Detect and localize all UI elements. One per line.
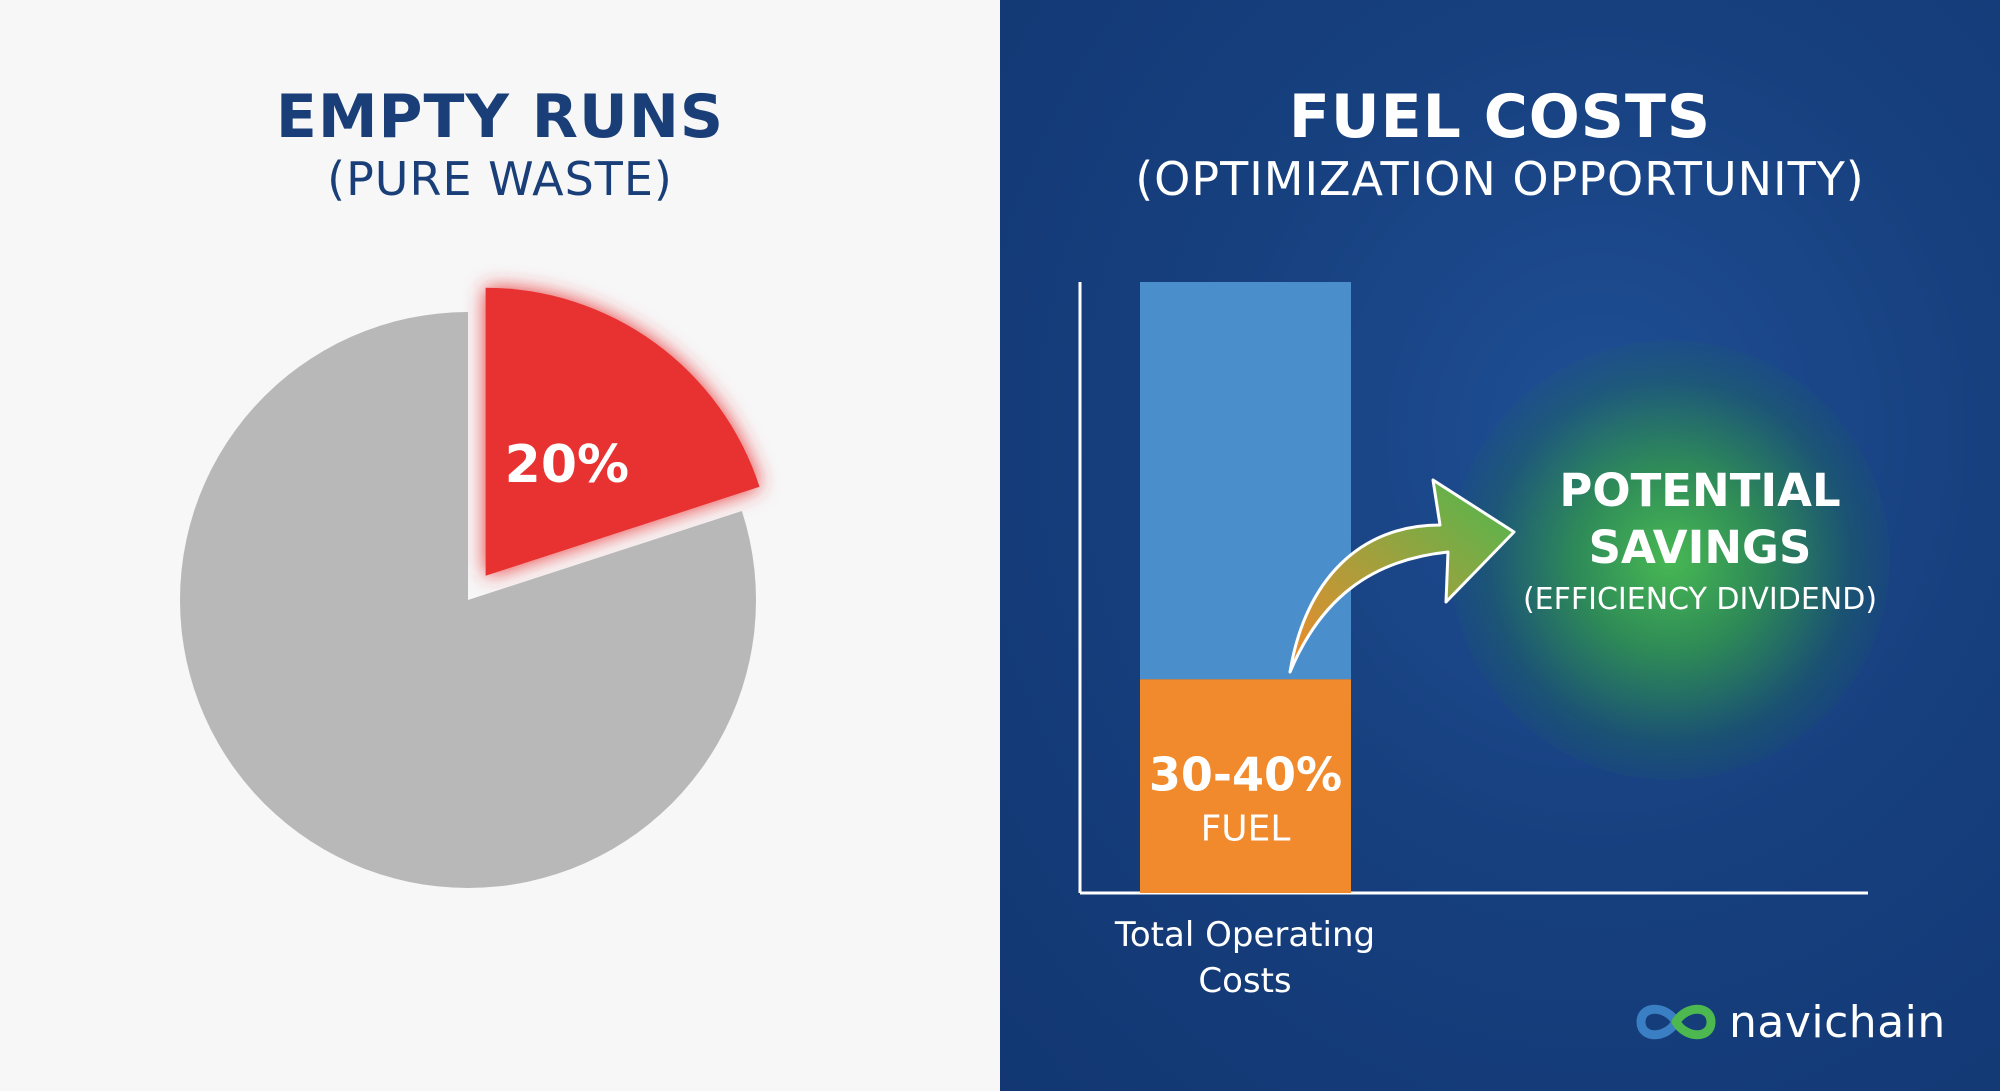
- bar-chart-title: FUEL COSTS: [1288, 82, 1712, 152]
- logo-text: navichain: [1729, 996, 1946, 1048]
- savings-glow: [1450, 340, 1890, 780]
- navichain-logo: navichain: [1633, 994, 1946, 1050]
- pie-slice: [179, 312, 756, 888]
- bar-segment-sublabel: FUEL: [1201, 808, 1291, 849]
- pie-chart-title: EMPTY RUNS: [275, 82, 725, 152]
- savings-arrow-icon: [1288, 478, 1516, 674]
- bar-chart-subtitle: (OPTIMIZATION OPPORTUNITY): [1135, 152, 1865, 206]
- bar-category-label: Total Operating Costs: [1114, 915, 1376, 1001]
- infinity-icon: [1636, 1004, 1716, 1040]
- bar-chart: 30-40% FUEL: [1078, 282, 1868, 895]
- pie-chart-subtitle: (PURE WASTE): [327, 152, 673, 206]
- right-panel: FUEL COSTS (OPTIMIZATION OPPORTUNITY): [1000, 0, 2000, 1091]
- efficiency-dividend-label: (EFFICIENCY DIVIDEND): [1522, 582, 1878, 617]
- pie-slice: [485, 287, 760, 576]
- fuel-bar-segment: [1140, 679, 1351, 893]
- pie-slice-label: 20%: [505, 435, 629, 495]
- bar-segment-label: 30-40%: [1149, 747, 1342, 801]
- potential-savings-label: POTENTIAL SAVINGS: [1559, 464, 1841, 574]
- pie-chart: 20%: [179, 287, 760, 888]
